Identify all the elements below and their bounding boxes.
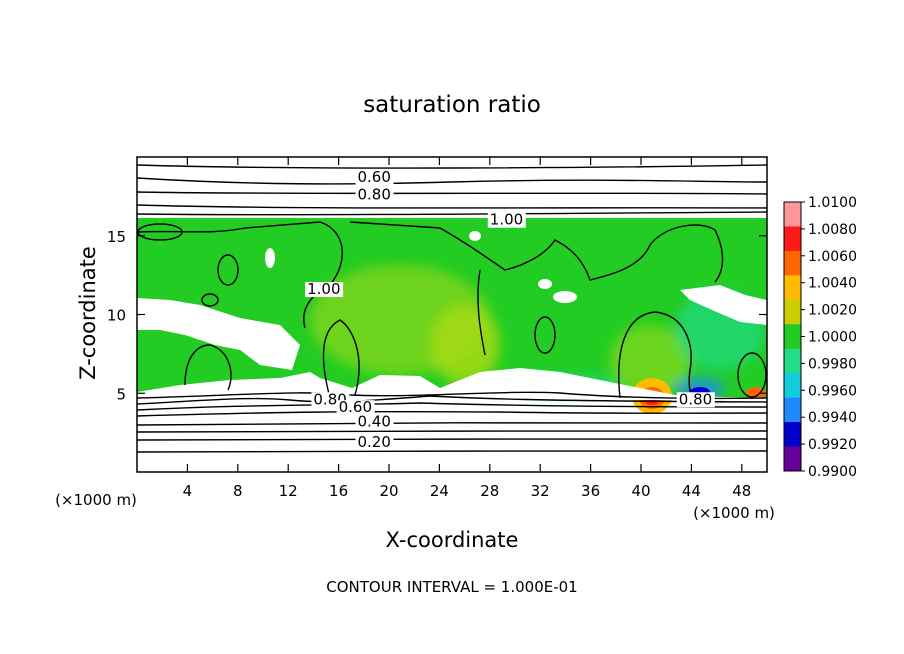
contour-label-group: 0.600.801.001.000.800.600.400.200.80 bbox=[305, 168, 715, 451]
contour-line bbox=[137, 438, 767, 441]
contour-line bbox=[217, 254, 239, 286]
colorbar-label: 1.0080 bbox=[808, 222, 857, 238]
colorbar-swatch bbox=[784, 324, 801, 350]
contour-line bbox=[137, 402, 767, 411]
y-tick-label: 5 bbox=[116, 385, 126, 403]
contour-line bbox=[349, 221, 724, 283]
warm-shading bbox=[430, 305, 500, 385]
contour-label: 0.40 bbox=[358, 412, 391, 430]
contour-line bbox=[137, 191, 767, 195]
contour-line bbox=[184, 344, 232, 391]
contour-line bbox=[137, 221, 344, 329]
contour-line bbox=[137, 430, 767, 433]
contour-label: 0.80 bbox=[679, 390, 712, 408]
y-tick-label: 10 bbox=[107, 307, 126, 325]
unsaturated-region bbox=[680, 285, 767, 325]
y-unit-note: (×1000 m) bbox=[55, 491, 137, 509]
colorbar-label: 0.9980 bbox=[808, 356, 857, 372]
colorbar-label: 1.0040 bbox=[808, 276, 857, 292]
x-unit-note: (×1000 m) bbox=[693, 504, 775, 522]
colorbar-label: 0.9900 bbox=[808, 464, 857, 480]
warm-shading bbox=[610, 325, 690, 395]
contour-label: 1.00 bbox=[307, 280, 340, 298]
contour-label-bg bbox=[355, 414, 394, 430]
x-tick-label: 36 bbox=[581, 482, 600, 500]
contour-line bbox=[477, 269, 486, 356]
x-tick-label: 12 bbox=[279, 482, 298, 500]
unsaturated-region bbox=[265, 248, 275, 268]
y-tick-label: 15 bbox=[107, 228, 126, 246]
colorbar-label: 0.9960 bbox=[808, 383, 857, 399]
colorbar-swatch bbox=[784, 250, 801, 276]
contour-label-bg bbox=[676, 392, 715, 408]
colorbar-label: 0.9920 bbox=[808, 437, 857, 453]
contour-line bbox=[137, 204, 767, 209]
contour-line bbox=[137, 223, 183, 241]
x-tick-label: 32 bbox=[531, 482, 550, 500]
x-tick-label: 16 bbox=[329, 482, 348, 500]
plot-area: 0.600.801.001.000.800.600.400.200.80 bbox=[137, 164, 767, 453]
colorbar-swatch bbox=[784, 446, 801, 472]
contour-interval-note: CONTOUR INTERVAL = 1.000E-01 bbox=[326, 578, 577, 596]
colorbar-swatch bbox=[784, 397, 801, 423]
unsaturated-region bbox=[469, 231, 481, 241]
contour-line bbox=[137, 421, 767, 426]
contour-label-bg bbox=[336, 400, 375, 416]
colorbar-swatch bbox=[784, 422, 801, 448]
hot-spot bbox=[746, 387, 766, 399]
contour-label-bg bbox=[355, 434, 394, 450]
unsaturated-region bbox=[553, 291, 577, 303]
contour-line bbox=[137, 164, 767, 169]
contour-label-bg bbox=[355, 170, 394, 186]
contour-line bbox=[534, 316, 556, 354]
x-tick-label: 4 bbox=[183, 482, 193, 500]
colorbar: 1.0100 1.0080 1.0060 1.0040 1.0020 1.0000 0.99… bbox=[783, 195, 857, 480]
contour-label: 0.80 bbox=[358, 186, 391, 204]
colorbar-swatch bbox=[784, 202, 801, 227]
unsaturated-region bbox=[137, 368, 767, 400]
colorbar-label: 1.0020 bbox=[808, 303, 857, 319]
colorbar-swatch bbox=[784, 275, 801, 301]
x-axis-label: X-coordinate bbox=[386, 528, 519, 552]
colorbar-swatch bbox=[784, 348, 801, 374]
contour-label: 0.20 bbox=[358, 433, 391, 451]
contour-line bbox=[618, 311, 693, 399]
contour-line bbox=[137, 177, 767, 185]
colorbar-swatch bbox=[784, 299, 801, 325]
colorbar-label: 1.0060 bbox=[808, 249, 857, 265]
x-tick-label: 20 bbox=[379, 482, 398, 500]
colorbar-label: 0.9940 bbox=[808, 410, 857, 426]
contour-label: 0.60 bbox=[358, 168, 391, 186]
y-axis: 5 10 15 bbox=[107, 228, 767, 403]
x-tick-label: 48 bbox=[732, 482, 751, 500]
colorbar-label: 1.0000 bbox=[808, 330, 857, 346]
unsaturated-region bbox=[137, 298, 300, 370]
y-axis-label: Z-coordinate bbox=[76, 246, 100, 380]
contour-label: 1.00 bbox=[490, 211, 523, 229]
x-axis: 4 8 12 16 20 24 28 32 36 40 44 48 bbox=[183, 157, 751, 500]
contour-line bbox=[137, 391, 767, 400]
contour-line bbox=[201, 293, 219, 307]
contour-line bbox=[137, 450, 767, 453]
colorbar-label: 1.0100 bbox=[808, 195, 857, 211]
contour-line bbox=[137, 395, 767, 405]
contour-label: 0.60 bbox=[339, 398, 372, 416]
unsaturated-region bbox=[538, 279, 552, 289]
colorbar-swatch bbox=[784, 226, 801, 252]
contour-line bbox=[137, 211, 767, 216]
x-tick-label: 24 bbox=[430, 482, 449, 500]
contour-label-bg bbox=[487, 212, 526, 228]
contour-line bbox=[322, 319, 360, 399]
colorbar-swatch bbox=[784, 373, 801, 399]
contour-label-bg bbox=[305, 282, 344, 298]
contour-line bbox=[137, 410, 767, 417]
chart-title: saturation ratio bbox=[363, 92, 541, 118]
contour-label-bg bbox=[355, 187, 394, 203]
x-tick-label: 44 bbox=[682, 482, 701, 500]
x-tick-label: 28 bbox=[480, 482, 499, 500]
contour-line bbox=[737, 352, 767, 398]
x-tick-label: 40 bbox=[631, 482, 650, 500]
x-tick-label: 8 bbox=[233, 482, 243, 500]
